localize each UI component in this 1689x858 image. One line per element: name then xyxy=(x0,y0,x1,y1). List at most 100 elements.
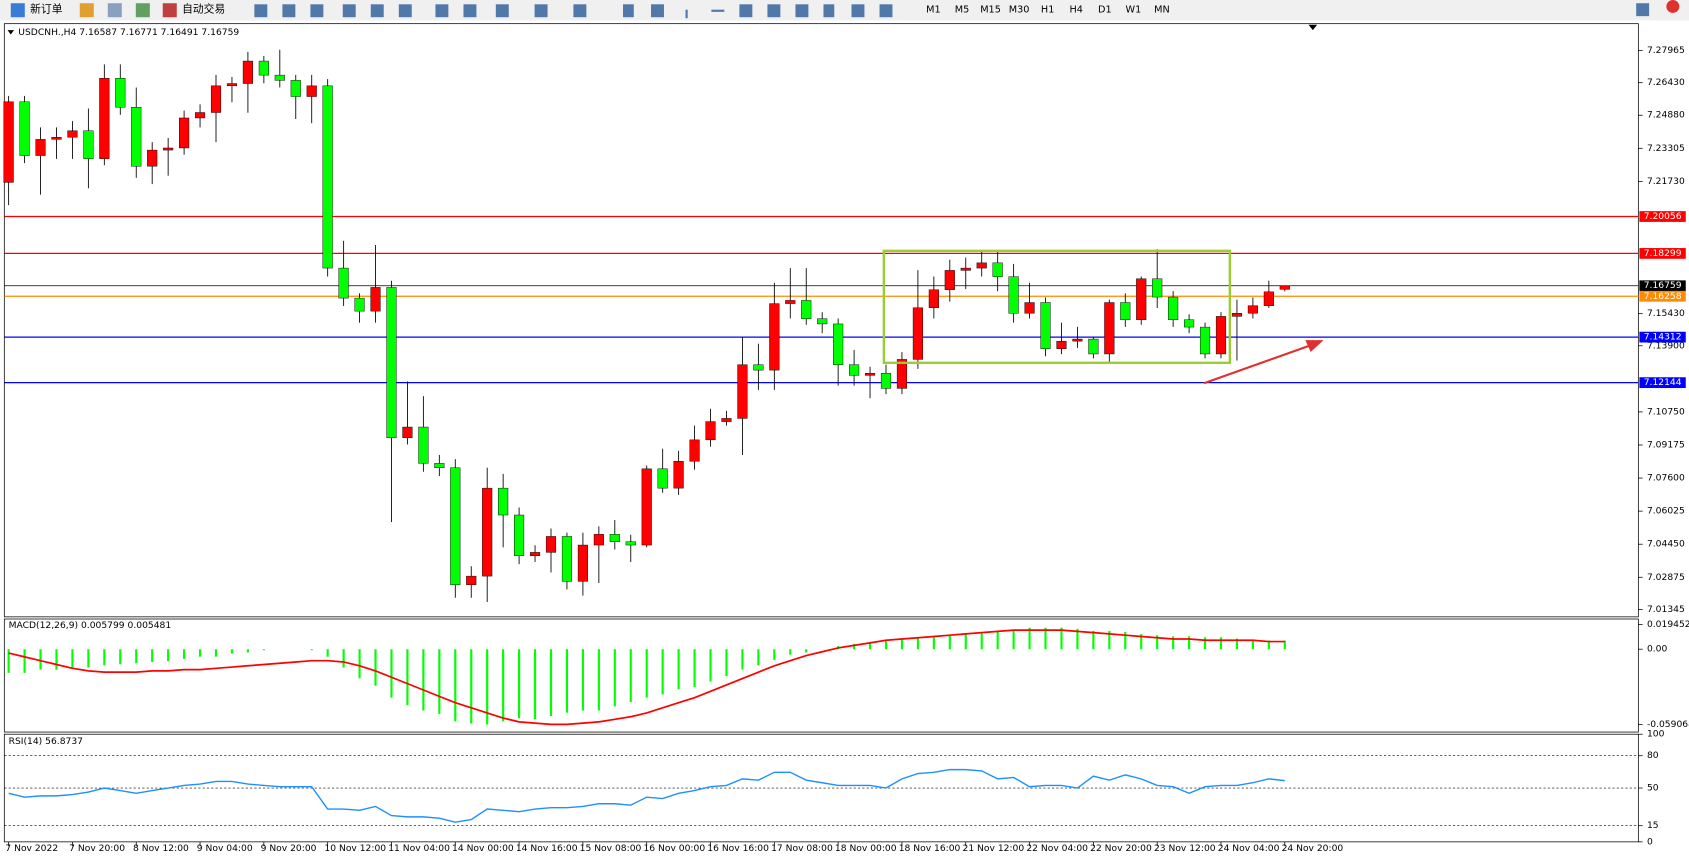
candle-body xyxy=(689,439,700,462)
candle-body xyxy=(434,463,445,468)
candle-body xyxy=(641,468,652,546)
candle-body xyxy=(880,373,892,389)
tool-icon[interactable] xyxy=(254,4,268,18)
y-tick-label: 7.27965 xyxy=(1647,46,1685,56)
candle-body xyxy=(258,60,269,76)
candle-body xyxy=(705,421,716,441)
tool-icon[interactable] xyxy=(463,4,477,18)
tool-icon[interactable] xyxy=(795,4,809,18)
auto-trading-icon[interactable] xyxy=(162,3,177,18)
new-order-icon[interactable] xyxy=(10,3,25,18)
cursor-tool[interactable] xyxy=(623,4,634,18)
y-tick-label: 7.15430 xyxy=(1647,309,1685,319)
timeframe-button[interactable]: H4 xyxy=(1070,5,1083,16)
x-tick-label: 9 Nov 20:00 xyxy=(261,844,317,854)
tool-icon[interactable] xyxy=(495,4,509,18)
macd-title: MACD(12,26,9) 0.005799 0.005481 xyxy=(9,621,172,631)
rsi-line xyxy=(8,768,1285,823)
tool-icon[interactable] xyxy=(310,4,324,18)
tool-icon[interactable] xyxy=(398,4,412,18)
new-order-button[interactable]: 新订单 xyxy=(30,3,63,16)
search-icon[interactable] xyxy=(1636,3,1650,17)
range-box xyxy=(882,249,1232,364)
candle-body xyxy=(498,487,509,516)
x-tick-label: 10 Nov 12:00 xyxy=(324,844,386,854)
candle-body xyxy=(1279,285,1290,290)
candle-body xyxy=(561,536,573,582)
candle-body xyxy=(609,534,620,542)
tool-icon[interactable] xyxy=(79,3,94,18)
tool-icon[interactable] xyxy=(435,4,449,18)
zoom-in[interactable] xyxy=(342,4,356,18)
text-tool[interactable] xyxy=(823,4,835,18)
timeframe-button[interactable]: M30 xyxy=(1009,5,1030,16)
price-label-bg xyxy=(1639,248,1686,259)
timeframe-button[interactable]: H1 xyxy=(1041,5,1054,16)
timeframe-button[interactable]: W1 xyxy=(1125,5,1141,16)
label-tool[interactable] xyxy=(851,4,865,18)
candle-body xyxy=(402,426,413,438)
auto-trading-button[interactable]: 自动交易 xyxy=(182,3,225,16)
shift-marker xyxy=(1308,24,1318,31)
timeframe-button[interactable]: M1 xyxy=(926,5,941,16)
x-tick-label: 17 Nov 08:00 xyxy=(771,844,833,854)
tool-icon[interactable] xyxy=(573,4,587,18)
vline-tool[interactable] xyxy=(685,9,688,19)
x-tick-label: 8 Nov 12:00 xyxy=(133,844,189,854)
candle-body xyxy=(864,373,876,376)
candle-body xyxy=(657,468,668,489)
candle-body xyxy=(1136,278,1147,320)
zoom-out[interactable] xyxy=(370,4,384,18)
price-label: 7.16759 xyxy=(1644,281,1682,291)
candle-body xyxy=(3,101,14,183)
timeframe-button[interactable]: MN xyxy=(1154,5,1170,16)
candle-body xyxy=(386,287,397,438)
timeframe-button[interactable]: M5 xyxy=(955,5,970,16)
candle-body xyxy=(322,85,333,269)
x-tick-label: 14 Nov 00:00 xyxy=(452,844,514,854)
price-label-bg xyxy=(1639,211,1686,222)
candle-body xyxy=(849,364,860,376)
timeframe-button[interactable]: D1 xyxy=(1098,5,1112,16)
main-panel xyxy=(3,23,1639,618)
tool-icon[interactable] xyxy=(879,4,893,18)
candle-body xyxy=(131,107,142,167)
candle-body xyxy=(514,514,525,556)
crosshair-tool[interactable] xyxy=(651,4,664,18)
candle-body xyxy=(960,267,971,271)
candle-body xyxy=(1199,326,1211,355)
y-tick-label: 7.26430 xyxy=(1647,78,1685,88)
candle-body xyxy=(769,303,780,371)
candle-body xyxy=(1215,316,1227,355)
tool-icon[interactable] xyxy=(282,4,296,18)
candle-body xyxy=(450,467,461,585)
price-label-bg xyxy=(1639,290,1686,302)
tool-icon[interactable] xyxy=(767,4,781,18)
toolbar-bg xyxy=(0,0,1689,21)
y-tick-label: 100 xyxy=(1647,730,1665,740)
tool-icon[interactable] xyxy=(534,4,548,18)
timeframes: M1 M5 M15 M30 H1 H4 D1 W1 MN xyxy=(926,5,1170,16)
macd-panel xyxy=(3,618,1639,733)
candle-body xyxy=(1168,296,1179,320)
x-tick-label: 24 Nov 04:00 xyxy=(1218,844,1280,854)
price-label: 7.16258 xyxy=(1644,292,1682,302)
x-tick-label: 9 Nov 04:00 xyxy=(197,844,253,854)
symbol-marker xyxy=(7,30,15,35)
y-tick-label: 7.09175 xyxy=(1647,440,1685,450)
signal-line xyxy=(8,629,1285,726)
candle-body xyxy=(976,262,987,269)
x-tick-label: 16 Nov 16:00 xyxy=(707,844,769,854)
candle-body xyxy=(163,147,174,151)
candle-body xyxy=(19,101,30,156)
candle-body xyxy=(1247,305,1258,314)
trendline-tool[interactable] xyxy=(739,4,753,18)
tool-icon[interactable] xyxy=(107,3,122,18)
hline-tool[interactable] xyxy=(711,9,725,12)
y-tick-label: 50 xyxy=(1647,784,1659,794)
tool-icon[interactable] xyxy=(135,3,150,18)
notification-badge[interactable] xyxy=(1666,0,1680,13)
y-tick-label: 0.00 xyxy=(1647,645,1668,655)
timeframe-button[interactable]: M15 xyxy=(980,5,1001,16)
